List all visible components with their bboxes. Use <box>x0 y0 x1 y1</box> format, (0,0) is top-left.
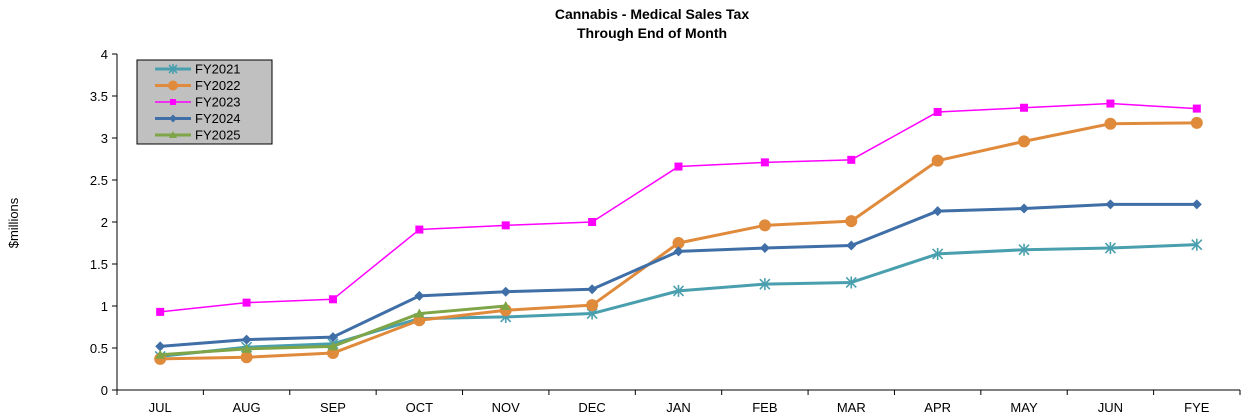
data-point <box>1190 116 1203 129</box>
series-fy2022 <box>154 116 1203 365</box>
x-tick-label: JAN <box>666 400 691 415</box>
x-tick-label: APR <box>924 400 951 415</box>
data-point <box>760 158 769 167</box>
data-point <box>414 290 425 301</box>
x-tick-label: JUL <box>149 400 172 415</box>
legend-label: FY2021 <box>195 62 241 77</box>
chart-subtitle: Through End of Month <box>577 25 727 41</box>
data-point <box>155 349 166 359</box>
x-tick-label: AUG <box>232 400 260 415</box>
data-point <box>1191 238 1203 251</box>
data-point <box>169 131 177 138</box>
data-point <box>169 114 177 123</box>
data-point <box>501 221 510 230</box>
data-point <box>1105 199 1116 210</box>
data-point <box>933 107 942 116</box>
x-tick-label: OCT <box>406 400 434 415</box>
data-point <box>1018 243 1030 256</box>
chart-title: Cannabis - Medical Sales Tax <box>555 6 749 22</box>
data-point <box>242 298 251 307</box>
x-tick-label: NOV <box>492 400 521 415</box>
data-point <box>500 301 511 310</box>
data-point <box>1192 104 1201 113</box>
data-point <box>586 299 599 312</box>
x-tick-label: MAR <box>837 400 866 415</box>
data-point <box>846 240 857 251</box>
data-point <box>1191 199 1202 210</box>
data-point <box>168 80 178 91</box>
y-tick-label: 3 <box>101 131 108 146</box>
y-tick-label: 2 <box>101 215 108 230</box>
data-point <box>759 278 771 291</box>
data-point <box>415 225 424 234</box>
y-tick-labels: 0 0.5 1 1.5 2 2.5 3 3.5 4 <box>90 47 108 398</box>
data-point <box>327 341 338 351</box>
data-point <box>587 284 598 295</box>
y-tick-label: 0.5 <box>90 341 108 356</box>
data-point <box>845 276 857 289</box>
data-point <box>931 154 944 167</box>
data-point <box>1019 203 1030 214</box>
legend-item: FY2023 <box>155 95 241 110</box>
data-point <box>1106 99 1115 108</box>
legend-item: FY2021 <box>155 62 241 77</box>
data-point <box>327 332 338 343</box>
data-point <box>1020 103 1029 112</box>
series-fy2024 <box>155 199 1202 352</box>
y-tick-label: 1 <box>101 299 108 314</box>
data-point <box>240 351 253 364</box>
data-point <box>845 215 858 228</box>
series-fy2023 <box>156 99 1201 316</box>
data-point <box>1018 135 1031 148</box>
legend-item: FY2024 <box>155 111 241 126</box>
data-point <box>170 99 176 105</box>
legend-item: FY2022 <box>155 78 241 93</box>
y-tick-label: 4 <box>101 47 108 62</box>
data-point <box>847 155 856 164</box>
data-point <box>168 64 178 74</box>
data-point <box>328 295 337 304</box>
x-tick-label: FYE <box>1184 400 1210 415</box>
data-point <box>672 284 685 297</box>
data-point <box>500 286 511 297</box>
y-tick-label: 1.5 <box>90 257 108 272</box>
axes <box>112 53 1241 395</box>
series-fy2025 <box>155 301 511 359</box>
data-point <box>1104 242 1116 255</box>
data-point <box>588 218 597 226</box>
x-tick-label: SEP <box>320 400 346 415</box>
data-point <box>414 308 425 318</box>
legend-label: FY2023 <box>195 95 241 110</box>
legend-label: FY2024 <box>195 111 241 126</box>
data-point <box>672 237 685 249</box>
legend-label: FY2022 <box>195 78 241 93</box>
x-tick-label: FEB <box>752 400 777 415</box>
data-point <box>674 162 683 171</box>
legend-item: FY2025 <box>155 128 241 143</box>
series-group <box>154 99 1203 365</box>
data-point <box>932 206 943 217</box>
data-point <box>241 343 252 353</box>
x-tick-labels: JUL AUG SEP OCT NOV DEC JAN FEB MAR APR MAY JUN FYE <box>149 400 1210 415</box>
x-tick-label: DEC <box>578 400 605 415</box>
data-point <box>759 243 770 254</box>
data-point <box>156 307 165 316</box>
y-axis-label: $millions <box>6 197 21 248</box>
data-point <box>241 334 252 345</box>
data-point <box>758 219 771 232</box>
y-tick-label: 2.5 <box>90 173 108 188</box>
data-point <box>673 246 684 257</box>
data-point <box>1104 117 1117 130</box>
x-tick-label: MAY <box>1010 400 1038 415</box>
x-tick-label: JUN <box>1098 400 1123 415</box>
data-point <box>155 341 166 352</box>
legend-label: FY2025 <box>195 128 241 143</box>
series-line <box>160 202 1197 348</box>
y-tick-label: 3.5 <box>90 89 108 104</box>
y-tick-label: 0 <box>101 383 108 398</box>
data-point <box>932 247 944 260</box>
